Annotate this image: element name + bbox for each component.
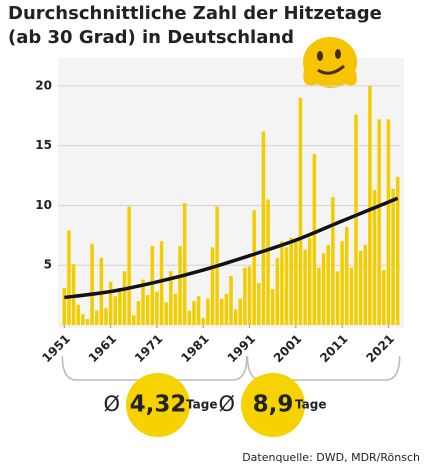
bar bbox=[108, 281, 113, 325]
average-circle bbox=[241, 373, 305, 437]
average-unit: Tage bbox=[295, 398, 326, 412]
x-tick-label: 1971 bbox=[132, 332, 166, 366]
bar bbox=[354, 114, 358, 325]
bar bbox=[372, 189, 377, 325]
bar bbox=[132, 315, 136, 325]
bar bbox=[192, 301, 196, 325]
bar bbox=[85, 319, 90, 325]
bar bbox=[298, 97, 303, 325]
bar bbox=[173, 293, 178, 325]
bar bbox=[289, 237, 293, 325]
bar bbox=[321, 253, 326, 325]
bar bbox=[206, 298, 210, 325]
bar bbox=[71, 264, 76, 325]
bar bbox=[307, 237, 312, 325]
bar bbox=[335, 271, 340, 325]
bar bbox=[113, 296, 118, 325]
bar bbox=[252, 210, 256, 325]
bar bbox=[136, 301, 141, 325]
bar bbox=[219, 298, 224, 325]
bar bbox=[233, 309, 238, 325]
bar bbox=[358, 250, 363, 325]
bracket bbox=[246, 355, 401, 381]
bar bbox=[238, 298, 243, 325]
bar bbox=[340, 241, 344, 325]
chart-title: Durchschnittliche Zahl der Hitzetage bbox=[8, 3, 382, 24]
bar bbox=[294, 241, 298, 325]
bar bbox=[145, 295, 150, 325]
bar bbox=[182, 203, 187, 325]
bar bbox=[178, 246, 182, 325]
bar bbox=[377, 119, 381, 325]
y-tick-label: 5 bbox=[44, 258, 52, 272]
bar bbox=[331, 197, 335, 325]
bar bbox=[155, 291, 159, 325]
bar bbox=[141, 279, 145, 325]
average-unit: Tage bbox=[186, 398, 217, 412]
average-value: 8,9 bbox=[253, 392, 294, 418]
bar bbox=[312, 154, 317, 325]
bar bbox=[169, 271, 173, 325]
x-tick-label: 2011 bbox=[317, 332, 351, 366]
bar bbox=[229, 275, 233, 325]
x-tick-label: 1951 bbox=[39, 332, 73, 366]
x-tick-label: 2021 bbox=[363, 332, 397, 366]
average-symbol: Ø bbox=[218, 392, 235, 416]
bar bbox=[280, 241, 284, 325]
bar bbox=[150, 246, 155, 325]
bar bbox=[386, 119, 391, 325]
bar bbox=[210, 247, 215, 325]
y-tick-label: 20 bbox=[35, 78, 52, 92]
bar bbox=[326, 244, 330, 325]
bar bbox=[94, 310, 99, 325]
bar bbox=[224, 293, 229, 325]
bar bbox=[67, 230, 71, 325]
average-symbol: Ø bbox=[103, 392, 120, 416]
y-tick-label: 10 bbox=[35, 198, 52, 212]
x-tick-label: 1991 bbox=[225, 332, 259, 366]
bar bbox=[257, 283, 261, 325]
bar bbox=[62, 287, 67, 325]
bar bbox=[284, 247, 289, 325]
bar bbox=[349, 267, 354, 325]
chart-title: (ab 30 Grad) in Deutschland bbox=[8, 27, 294, 48]
emoji bbox=[303, 37, 357, 88]
bar bbox=[81, 314, 85, 325]
bar bbox=[243, 267, 247, 325]
bar bbox=[90, 243, 94, 325]
bar bbox=[159, 241, 164, 325]
bar bbox=[164, 302, 168, 325]
bar bbox=[275, 258, 280, 325]
bar bbox=[391, 188, 395, 325]
source: Datenquelle: DWD, MDR/Rönsch bbox=[242, 451, 420, 464]
bar bbox=[368, 85, 372, 325]
bar bbox=[266, 199, 270, 325]
bar bbox=[261, 131, 266, 325]
bar bbox=[104, 308, 108, 325]
bar bbox=[76, 304, 80, 325]
bar bbox=[270, 289, 275, 325]
trend-line bbox=[64, 196, 399, 300]
bar bbox=[382, 270, 386, 325]
x-tick-label: 2001 bbox=[271, 332, 305, 366]
bar bbox=[247, 266, 252, 325]
bar bbox=[196, 296, 201, 325]
bar bbox=[395, 176, 400, 325]
bar bbox=[363, 244, 368, 325]
x-tick-label: 1981 bbox=[178, 332, 212, 366]
bar bbox=[122, 271, 127, 325]
average-value: 4,32 bbox=[130, 392, 187, 418]
bar bbox=[201, 317, 205, 325]
x-tick-label: 1961 bbox=[86, 332, 120, 366]
y-tick-label: 15 bbox=[35, 138, 52, 152]
bar bbox=[317, 267, 321, 325]
bar bbox=[303, 249, 307, 325]
average-circle bbox=[126, 373, 190, 437]
bar bbox=[344, 226, 349, 325]
bar bbox=[127, 206, 131, 325]
bar bbox=[187, 310, 192, 325]
bar bbox=[118, 291, 122, 325]
